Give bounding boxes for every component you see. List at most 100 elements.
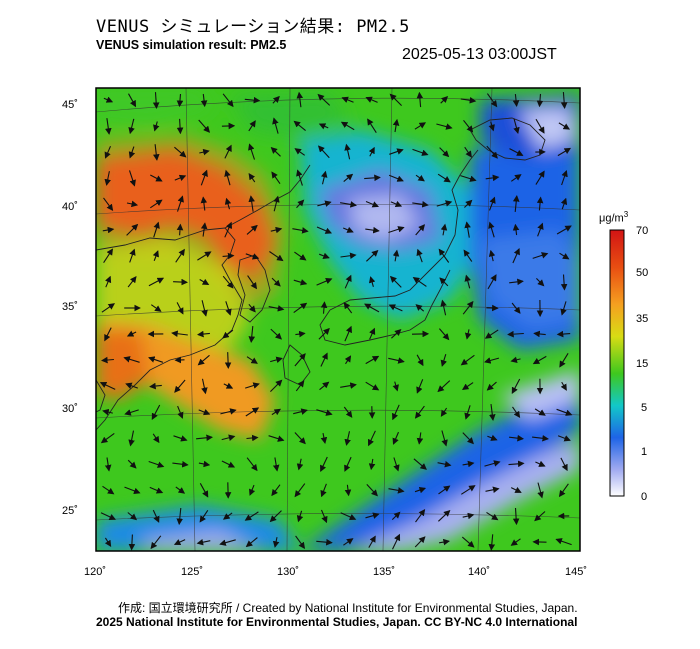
wind-arrow — [320, 483, 327, 498]
wind-arrow — [125, 382, 138, 389]
wind-arrow — [171, 330, 188, 337]
wind-arrow — [460, 97, 477, 104]
wind-arrow — [556, 225, 572, 235]
wind-arrow — [487, 434, 498, 441]
wind-arrow — [558, 483, 569, 498]
wind-arrow — [464, 274, 471, 289]
wind-arrow — [534, 511, 546, 522]
wind-arrow — [412, 148, 429, 156]
wind-arrow — [392, 533, 401, 550]
wind-arrow — [392, 249, 400, 262]
wind-arrow — [319, 381, 330, 391]
wind-arrow — [367, 118, 377, 133]
lon-tick-label: 130˚ — [277, 566, 299, 578]
wind-arrow — [484, 329, 499, 339]
wind-arrow — [174, 174, 187, 182]
wind-arrow — [219, 539, 236, 546]
wind-arrow — [484, 357, 500, 364]
wind-arrow — [270, 379, 283, 392]
wind-arrow — [224, 197, 232, 210]
graticule — [96, 88, 580, 551]
wind-arrow — [224, 221, 233, 238]
wind-arrow — [513, 118, 520, 135]
wind-arrow — [461, 536, 475, 548]
wind-arrow — [464, 221, 471, 238]
wind-arrow — [152, 92, 160, 109]
wind-arrow — [512, 195, 520, 212]
wind-arrow — [197, 330, 210, 338]
lon-tick-label: 120˚ — [84, 566, 106, 578]
wind-arrow — [268, 305, 285, 312]
wind-arrow — [150, 174, 163, 182]
wind-arrow — [393, 457, 400, 472]
page-title-jp: VENUS シミュレーション結果: PM2.5 — [96, 17, 410, 37]
wind-arrow — [176, 507, 184, 526]
wind-arrow — [560, 197, 568, 210]
wind-arrow — [388, 357, 405, 364]
wind-arrow — [104, 457, 112, 472]
wind-arrow — [462, 460, 475, 468]
colorbar-tick-label: 5 — [641, 402, 647, 414]
wind-arrow — [340, 512, 357, 521]
wind-arrow — [244, 511, 259, 521]
wind-arrow — [344, 431, 351, 446]
wind-arrow — [391, 329, 402, 339]
wind-arrow — [556, 408, 573, 416]
wind-arrow — [149, 486, 164, 494]
wind-arrow — [365, 381, 380, 391]
wind-arrow — [221, 434, 236, 441]
wind-arrow — [174, 146, 187, 158]
colorbar: 70 50 35 15 5 1 0 — [609, 225, 648, 503]
lat-tick-label: 35˚ — [62, 301, 78, 313]
wind-arrow — [368, 458, 376, 471]
wind-arrow — [317, 200, 332, 207]
wind-arrow — [462, 432, 474, 445]
wind-arrow — [101, 356, 114, 364]
wind-arrow — [316, 226, 333, 234]
wind-arrow — [320, 352, 328, 367]
lat-tick-label: 25˚ — [62, 505, 78, 517]
wind-arrow — [320, 301, 328, 314]
wind-arrow — [560, 457, 568, 472]
wind-arrow — [558, 122, 571, 130]
wind-arrow — [436, 200, 453, 207]
wind-arrow — [221, 460, 236, 468]
wind-arrow — [102, 226, 115, 234]
wind-arrow — [173, 435, 188, 442]
wind-arrow — [320, 456, 328, 472]
wind-arrow — [320, 432, 328, 444]
wind-arrow — [149, 382, 162, 390]
wind-arrow — [532, 434, 549, 442]
wind-arrow — [270, 328, 283, 340]
colorbar-tick-label: 15 — [636, 358, 648, 370]
wind-arrow — [559, 353, 569, 368]
wind-arrow — [222, 93, 234, 108]
wind-arrow — [201, 378, 208, 395]
wind-arrow — [460, 354, 475, 366]
wind-arrow — [199, 509, 209, 523]
wind-arrow — [272, 457, 280, 472]
wind-arrow — [294, 251, 307, 261]
wind-arrow — [128, 430, 135, 447]
wind-arrow — [295, 330, 306, 338]
wind-arrow — [416, 379, 424, 394]
wind-arrow — [172, 460, 189, 468]
wind-arrow — [560, 92, 568, 109]
wind-arrow — [460, 175, 477, 182]
wind-arrow — [556, 330, 571, 338]
wind-arrow — [201, 300, 208, 317]
wind-arrow — [364, 174, 381, 182]
wind-arrow — [318, 123, 329, 130]
wind-arrow — [510, 486, 522, 493]
wind-arrow — [249, 484, 256, 496]
wind-arrow — [295, 380, 305, 392]
wind-arrow — [296, 199, 305, 209]
wind-arrow — [439, 277, 449, 287]
wind-arrow — [177, 405, 184, 419]
lat-axis: 45˚ 40˚ 35˚ 30˚ 25˚ — [62, 99, 78, 517]
wind-arrow — [440, 96, 449, 104]
wind-arrow — [128, 93, 137, 108]
wind-arrow — [537, 222, 544, 237]
wind-arrow — [126, 223, 139, 236]
wind-arrow — [389, 148, 404, 155]
